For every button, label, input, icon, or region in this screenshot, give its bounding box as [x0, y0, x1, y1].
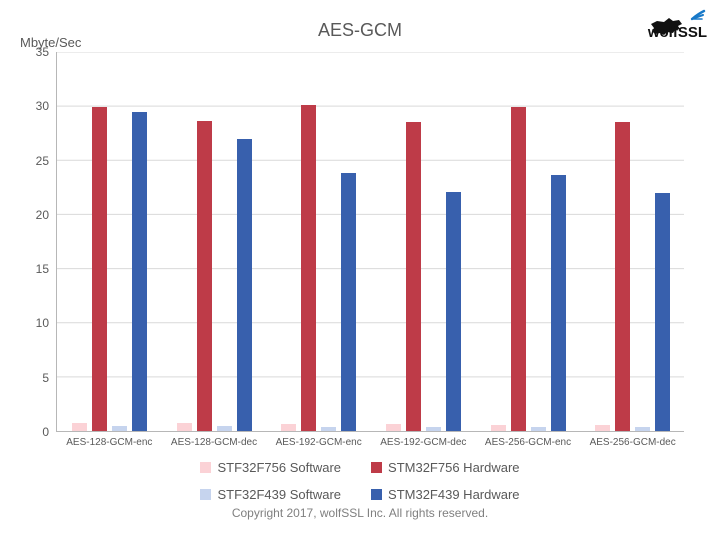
- bar: [177, 423, 192, 431]
- bar: [406, 122, 421, 431]
- x-tick-label: AES-256-GCM-dec: [590, 437, 676, 448]
- bar: [635, 427, 650, 431]
- bar: [92, 107, 107, 431]
- x-tick-label: AES-128-GCM-dec: [171, 437, 257, 448]
- bar: [531, 427, 546, 431]
- plot-area: 05101520253035AES-128-GCM-encAES-128-GCM…: [56, 52, 684, 432]
- bar: [655, 193, 670, 431]
- bar: [551, 175, 566, 431]
- bar: [595, 425, 610, 432]
- y-tick-label: 25: [36, 154, 49, 168]
- y-axis-label: Mbyte/Sec: [20, 35, 81, 50]
- x-tick-label: AES-256-GCM-enc: [485, 437, 571, 448]
- legend-item: STF32F756 Software: [200, 460, 341, 475]
- legend: STF32F756 Software STM32F756 Hardware STF3…: [0, 460, 720, 502]
- bar: [237, 139, 252, 431]
- legend-label: STF32F439 Software: [217, 487, 341, 502]
- wolfssl-logo-icon: wolfSSL: [646, 6, 708, 40]
- legend-swatch: [371, 462, 382, 473]
- bar: [341, 173, 356, 431]
- bar: [72, 423, 87, 431]
- bar: [386, 424, 401, 431]
- bar: [132, 112, 147, 431]
- bar: [197, 121, 212, 432]
- bar: [615, 122, 630, 431]
- bar: [281, 424, 296, 431]
- bar: [301, 105, 316, 431]
- bar: [446, 192, 461, 431]
- svg-text:wolfSSL: wolfSSL: [647, 24, 707, 40]
- chart-title: AES-GCM: [0, 20, 720, 41]
- x-tick-label: AES-192-GCM-enc: [276, 437, 362, 448]
- legend-item: STM32F756 Hardware: [371, 460, 520, 475]
- y-tick-label: 15: [36, 262, 49, 276]
- legend-swatch: [200, 462, 211, 473]
- bar: [426, 427, 441, 431]
- copyright-text: Copyright 2017, wolfSSL Inc. All rights …: [0, 506, 720, 520]
- bar: [491, 425, 506, 432]
- legend-item: STM32F439 Hardware: [371, 487, 520, 502]
- x-tick-label: AES-128-GCM-enc: [66, 437, 152, 448]
- bars-layer: [57, 52, 684, 431]
- y-tick-label: 5: [42, 371, 49, 385]
- legend-label: STF32F756 Software: [217, 460, 341, 475]
- bar: [217, 426, 232, 431]
- y-tick-label: 30: [36, 99, 49, 113]
- x-tick-label: AES-192-GCM-dec: [380, 437, 466, 448]
- chart-frame: AES-GCM Mbyte/Sec wolfSSL 05101520253035…: [0, 0, 720, 540]
- legend-item: STF32F439 Software: [200, 487, 341, 502]
- bar: [321, 427, 336, 431]
- legend-swatch: [200, 489, 211, 500]
- y-tick-label: 35: [36, 45, 49, 59]
- brand-logo: wolfSSL: [646, 6, 708, 40]
- legend-label: STM32F439 Hardware: [388, 487, 520, 502]
- y-tick-label: 20: [36, 208, 49, 222]
- bar: [112, 426, 127, 431]
- legend-label: STM32F756 Hardware: [388, 460, 520, 475]
- legend-swatch: [371, 489, 382, 500]
- y-tick-label: 0: [42, 425, 49, 439]
- y-tick-label: 10: [36, 316, 49, 330]
- bar: [511, 107, 526, 431]
